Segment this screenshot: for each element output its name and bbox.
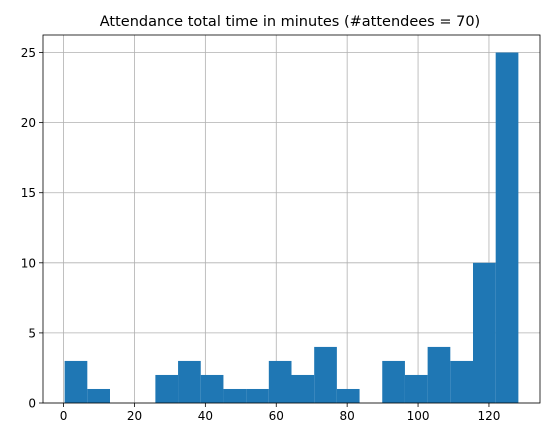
y-axis-ticks: 0 5 10 15 20 25 xyxy=(21,46,43,411)
histogram-bar xyxy=(291,374,315,403)
x-tick-label: 0 xyxy=(60,409,68,423)
histogram-bar xyxy=(64,360,88,403)
histogram-bar xyxy=(473,262,496,403)
y-tick-label: 15 xyxy=(21,186,36,200)
x-tick-label: 120 xyxy=(477,409,500,423)
histogram-bar xyxy=(495,52,519,404)
histogram-bar xyxy=(450,360,474,403)
histogram-bar xyxy=(382,360,405,403)
histogram-bar xyxy=(268,360,292,403)
histogram-bar xyxy=(155,374,179,403)
histogram-bar xyxy=(427,346,451,403)
histogram-bar xyxy=(246,388,269,403)
y-tick-label: 5 xyxy=(28,326,36,340)
histogram-bar xyxy=(223,388,247,403)
histogram-bar xyxy=(200,374,224,403)
histogram-bar xyxy=(178,360,201,403)
chart-title: Attendance total time in minutes (#atten… xyxy=(100,14,480,30)
y-tick-label: 0 xyxy=(28,397,36,411)
x-tick-label: 80 xyxy=(340,409,355,423)
x-tick-label: 100 xyxy=(407,409,430,423)
histogram-bar xyxy=(404,374,428,403)
x-tick-label: 40 xyxy=(198,409,213,423)
y-tick-label: 20 xyxy=(21,116,36,130)
x-tick-label: 20 xyxy=(127,409,142,423)
grid-lines xyxy=(43,35,540,404)
histogram-bar xyxy=(314,346,337,403)
x-tick-label: 60 xyxy=(269,409,284,423)
histogram-bar xyxy=(336,388,360,403)
x-axis-ticks: 0 20 40 60 80 100 120 xyxy=(60,403,500,423)
axes-frame xyxy=(42,34,541,404)
y-tick-label: 25 xyxy=(21,46,36,60)
y-tick-label: 10 xyxy=(21,256,36,270)
histogram-bars xyxy=(64,52,519,404)
histogram-bar xyxy=(87,388,110,403)
